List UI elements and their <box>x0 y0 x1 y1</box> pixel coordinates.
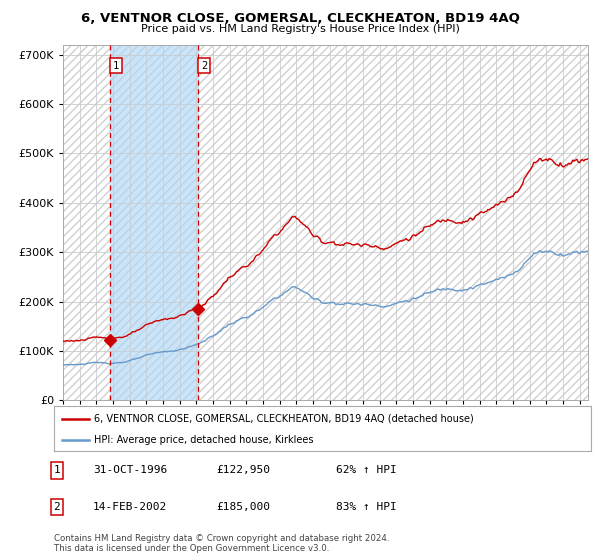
Text: Contains HM Land Registry data © Crown copyright and database right 2024.
This d: Contains HM Land Registry data © Crown c… <box>54 534 389 553</box>
Text: 2: 2 <box>201 61 207 71</box>
Text: 83% ↑ HPI: 83% ↑ HPI <box>336 502 397 512</box>
Text: £185,000: £185,000 <box>216 502 270 512</box>
Text: 6, VENTNOR CLOSE, GOMERSAL, CLECKHEATON, BD19 4AQ (detached house): 6, VENTNOR CLOSE, GOMERSAL, CLECKHEATON,… <box>94 413 474 423</box>
Text: 62% ↑ HPI: 62% ↑ HPI <box>336 465 397 475</box>
Text: 2: 2 <box>53 502 61 512</box>
Bar <box>110 45 199 400</box>
Text: £122,950: £122,950 <box>216 465 270 475</box>
Text: 6, VENTNOR CLOSE, GOMERSAL, CLECKHEATON, BD19 4AQ: 6, VENTNOR CLOSE, GOMERSAL, CLECKHEATON,… <box>80 12 520 25</box>
Text: 14-FEB-2002: 14-FEB-2002 <box>93 502 167 512</box>
Text: Price paid vs. HM Land Registry's House Price Index (HPI): Price paid vs. HM Land Registry's House … <box>140 24 460 34</box>
Text: 31-OCT-1996: 31-OCT-1996 <box>93 465 167 475</box>
Text: HPI: Average price, detached house, Kirklees: HPI: Average price, detached house, Kirk… <box>94 435 314 445</box>
Text: 1: 1 <box>113 61 119 71</box>
Text: 1: 1 <box>53 465 61 475</box>
